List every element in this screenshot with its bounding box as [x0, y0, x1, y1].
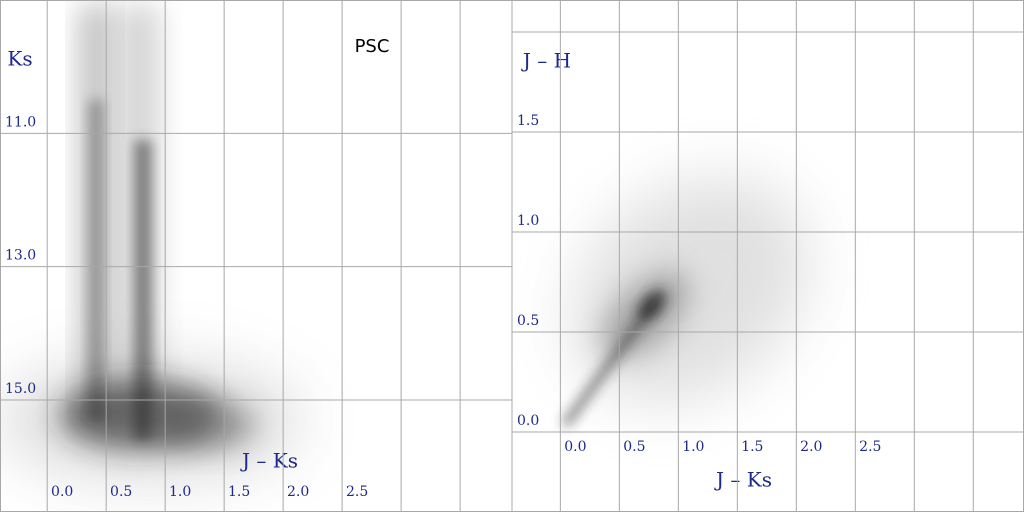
y-tick-label: 1.5 [517, 113, 539, 129]
x-tick-label: 2.0 [800, 439, 822, 455]
y-tick-label: 0.0 [517, 413, 539, 429]
x-tick-label: 1.5 [228, 484, 250, 500]
x-tick-label: 2.5 [859, 439, 881, 455]
y-tick-label: 15.0 [5, 381, 36, 397]
density-right [561, 176, 809, 428]
x-tick-label: 1.0 [169, 484, 191, 500]
y-tick-label: 13.0 [5, 248, 36, 264]
chart-title: PSC [355, 36, 390, 57]
y-tick-label: 1.0 [517, 213, 539, 229]
x-tick-label: 2.5 [346, 484, 368, 500]
y-tick-label: 11.0 [5, 114, 36, 130]
x-tick-label: 0.0 [51, 484, 73, 500]
x-tick-label: 0.5 [110, 484, 132, 500]
y-axis-label: Ks [7, 47, 32, 71]
x-tick-label: 0.0 [564, 439, 586, 455]
x-axis-label: J – Ks [714, 468, 772, 492]
x-tick-label: 1.5 [741, 439, 763, 455]
x-tick-label: 0.5 [623, 439, 645, 455]
density-left [0, 5, 300, 480]
x-axis-label: J – Ks [240, 449, 298, 473]
y-tick-label: 0.5 [517, 313, 539, 329]
y-axis-label: J – H [521, 49, 571, 73]
x-tick-label: 1.0 [682, 439, 704, 455]
x-tick-label: 2.0 [287, 484, 309, 500]
